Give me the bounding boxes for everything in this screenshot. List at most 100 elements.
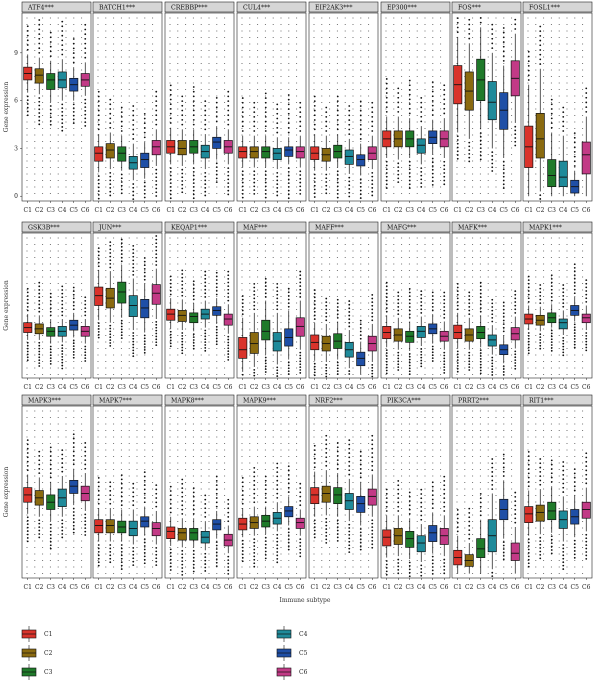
grid-dot bbox=[249, 315, 250, 316]
grid-dot bbox=[543, 276, 544, 277]
grid-dot bbox=[208, 89, 209, 90]
grid-dot bbox=[535, 367, 536, 368]
grid-dot bbox=[201, 141, 202, 142]
outlier-point bbox=[468, 153, 470, 155]
outlier-point bbox=[109, 180, 111, 182]
outlier-point bbox=[84, 118, 86, 120]
panel-title: FOS*** bbox=[458, 5, 481, 12]
outlier-point bbox=[132, 124, 134, 126]
outlier-point bbox=[420, 178, 422, 180]
grid-dot bbox=[393, 296, 394, 297]
x-tick-label: C6 bbox=[296, 384, 305, 391]
grid-dot bbox=[65, 134, 66, 135]
outlier-point bbox=[155, 180, 157, 182]
grid-dot bbox=[352, 95, 353, 96]
grid-dot bbox=[495, 296, 496, 297]
outlier-point bbox=[491, 299, 493, 301]
outlier-point bbox=[27, 99, 29, 101]
outlier-point bbox=[265, 362, 267, 364]
grid-dot bbox=[208, 283, 209, 284]
grid-dot bbox=[152, 115, 153, 116]
x-tick-label: C3 bbox=[406, 207, 415, 214]
grid-dot bbox=[177, 322, 178, 323]
outlier-point bbox=[204, 187, 206, 189]
grid-dot bbox=[288, 76, 289, 77]
grid-dot bbox=[472, 186, 473, 187]
grid-dot bbox=[393, 341, 394, 342]
outlier-point bbox=[73, 287, 75, 289]
grid-dot bbox=[193, 102, 194, 103]
grid-dot bbox=[543, 361, 544, 362]
grid-dot bbox=[241, 283, 242, 284]
grid-dot bbox=[273, 193, 274, 194]
grid-dot bbox=[265, 244, 266, 245]
grid-dot bbox=[393, 348, 394, 349]
grid-dot bbox=[424, 283, 425, 284]
grid-dot bbox=[321, 30, 322, 31]
grid-dot bbox=[368, 37, 369, 38]
grid-dot bbox=[321, 257, 322, 258]
grid-dot bbox=[488, 237, 489, 238]
grid-dot bbox=[224, 361, 225, 362]
grid-dot bbox=[73, 374, 74, 375]
grid-dot bbox=[97, 315, 98, 316]
grid-dot bbox=[321, 167, 322, 168]
outlier-point bbox=[337, 170, 339, 172]
grid-dot bbox=[257, 134, 258, 135]
grid-dot bbox=[288, 102, 289, 103]
grid-dot bbox=[216, 180, 217, 181]
grid-dot bbox=[169, 361, 170, 362]
outlier-point bbox=[121, 253, 123, 255]
grid-dot bbox=[241, 89, 242, 90]
grid-dot bbox=[193, 63, 194, 64]
outlier-point bbox=[371, 187, 373, 189]
grid-dot bbox=[152, 193, 153, 194]
outlier-point bbox=[61, 35, 63, 37]
grid-dot bbox=[208, 50, 209, 51]
grid-dot bbox=[152, 50, 153, 51]
grid-dot bbox=[409, 315, 410, 316]
grid-dot bbox=[559, 354, 560, 355]
grid-dot bbox=[50, 167, 51, 168]
grid-dot bbox=[543, 289, 544, 290]
outlier-point bbox=[27, 44, 29, 46]
grid-dot bbox=[472, 276, 473, 277]
outlier-point bbox=[98, 124, 100, 126]
grid-dot bbox=[201, 108, 202, 109]
grid-dot bbox=[129, 341, 130, 342]
grid-dot bbox=[559, 82, 560, 83]
grid-dot bbox=[257, 173, 258, 174]
outlier-point bbox=[457, 365, 459, 367]
outlier-point bbox=[170, 175, 172, 177]
grid-dot bbox=[527, 50, 528, 51]
grid-dot bbox=[337, 244, 338, 245]
outlier-point bbox=[61, 122, 63, 124]
grid-dot bbox=[152, 186, 153, 187]
grid-dot bbox=[360, 237, 361, 238]
outlier-point bbox=[288, 367, 290, 369]
grid-dot bbox=[345, 17, 346, 18]
grid-dot bbox=[401, 115, 402, 116]
outlier-point bbox=[299, 369, 301, 371]
grid-dot bbox=[73, 17, 74, 18]
x-tick-label: C6 bbox=[440, 207, 449, 214]
grid-dot bbox=[152, 244, 153, 245]
grid-dot bbox=[432, 186, 433, 187]
grid-dot bbox=[265, 89, 266, 90]
outlier-point bbox=[109, 328, 111, 330]
box-body bbox=[141, 153, 149, 167]
outlier-point bbox=[61, 115, 63, 117]
grid-dot bbox=[432, 89, 433, 90]
outlier-point bbox=[73, 47, 75, 49]
grid-dot bbox=[193, 335, 194, 336]
outlier-point bbox=[420, 308, 422, 310]
grid-dot bbox=[360, 82, 361, 83]
grid-dot bbox=[265, 270, 266, 271]
grid-dot bbox=[58, 302, 59, 303]
grid-dot bbox=[440, 354, 441, 355]
grid-dot bbox=[58, 263, 59, 264]
grid-dot bbox=[280, 315, 281, 316]
grid-dot bbox=[224, 160, 225, 161]
